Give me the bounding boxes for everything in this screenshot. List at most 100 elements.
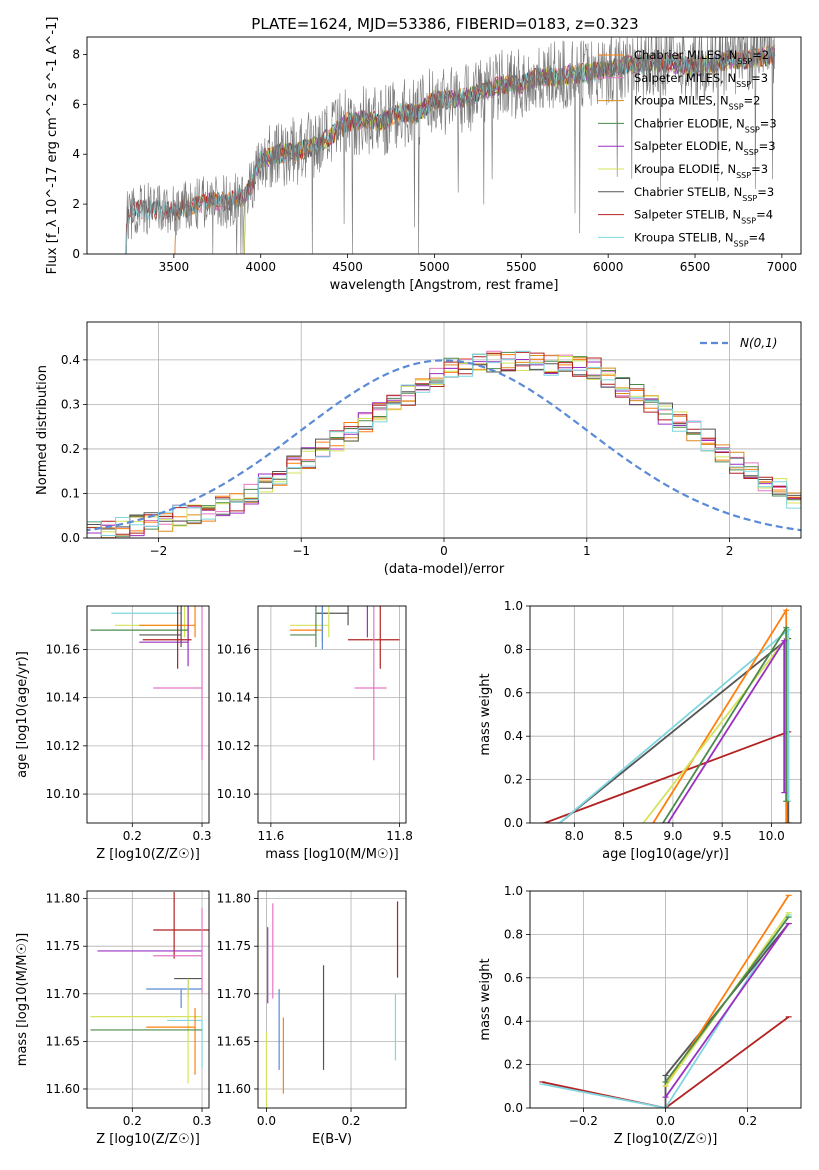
y-tick-label: 11.70 <box>217 987 251 1001</box>
x-tick-label: 6000 <box>593 260 624 274</box>
axes-frame <box>86 36 802 255</box>
x-axis-label: mass [log10(M/M☉)] <box>265 847 398 862</box>
legend-value: =2 <box>752 48 769 62</box>
y-tick-label: 10.14 <box>217 691 251 705</box>
y-axis-label: mass weight <box>478 673 493 755</box>
model-series-line <box>125 46 775 254</box>
x-tick-label: 0.3 <box>192 829 211 843</box>
x-tick-label: 11.6 <box>258 829 285 843</box>
legend-subscript: SSP <box>736 171 751 180</box>
errorbar-point <box>142 606 192 669</box>
x-tick-label: −0.2 <box>569 1114 598 1128</box>
legend-value: =3 <box>751 162 768 176</box>
y-tick-label: 10.10 <box>217 787 251 801</box>
y-tick-label: 0.6 <box>504 971 523 985</box>
y-tick-label: 0.8 <box>504 927 523 941</box>
plot-marks <box>90 891 209 1084</box>
y-tick-label: 10.12 <box>46 739 80 753</box>
residual-histogram <box>87 351 801 535</box>
y-tick-label: 11.80 <box>46 892 80 906</box>
y-tick-label: 11.75 <box>46 939 80 953</box>
age-vs-z-axes: 0.2 0.3 10.10 10.12 10.14 10.16 Z [log10(Z/Z☉)… <box>15 605 212 862</box>
y-axis-label: Flux [f_λ 10^-17 erg cm^-2 s^-1 A^-1] <box>45 17 60 275</box>
y-tick-label: 0.2 <box>504 773 523 787</box>
legend-value: =2 <box>744 94 761 108</box>
x-tick-label: 3500 <box>159 260 190 274</box>
plot-marks <box>290 606 400 761</box>
errorbar-point <box>153 606 203 761</box>
x-tick-label: 0 <box>440 544 448 558</box>
y-tick-label: 11.65 <box>46 1034 80 1048</box>
legend: Chabrier MILES, NSSP=2 Salpeter MILES, NS… <box>598 48 777 248</box>
y-tick-label: 11.65 <box>217 1034 251 1048</box>
x-tick-label: 4500 <box>332 260 363 274</box>
x-tick-label: 9.0 <box>663 829 682 843</box>
weight-series-line <box>542 914 790 1108</box>
mass-vs-z-axes: 0.2 0.3 11.60 11.65 11.70 11.75 11.80 Z [log10(… <box>15 890 212 1147</box>
x-axis-label: (data-model)/error <box>384 562 505 577</box>
residual-histogram <box>87 352 801 538</box>
weight-series-line <box>559 636 790 823</box>
legend-value: =3 <box>751 71 768 85</box>
errorbar-point <box>354 606 387 761</box>
errorbar-point <box>111 606 182 626</box>
y-tick-label: 11.60 <box>46 1082 80 1096</box>
weight-vs-age-axes: 8.0 8.5 9.0 9.5 10.0 0.0 0.2 0.4 0.6 0.8 1.0 age [l… <box>478 599 802 862</box>
y-tick-label: 1.0 <box>504 884 523 898</box>
x-axis-label: Z [log10(Z/Z☉)] <box>614 1132 718 1147</box>
x-tick-label: 5000 <box>419 260 450 274</box>
weight-series-line <box>559 627 790 823</box>
legend-entry: Salpeter MILES, NSSP=3 <box>634 71 768 89</box>
spectrum-axes: 3500 4000 4500 5000 5500 6000 6500 7000 0 2 4 6 8 wav… <box>45 17 802 293</box>
y-tick-label: 0.2 <box>504 1058 523 1072</box>
y-tick-label: 8 <box>72 47 80 61</box>
y-tick-label: 10.12 <box>217 739 251 753</box>
legend-subscript: SSP <box>742 193 757 202</box>
residual-histogram <box>87 354 801 537</box>
y-tick-label: 11.60 <box>217 1082 251 1096</box>
y-axis-label: mass [log10(M/M☉)] <box>15 933 30 1066</box>
axes-frame <box>529 890 802 1109</box>
plot-marks <box>90 606 203 761</box>
y-axis-label: Normed distribution <box>35 365 50 495</box>
gridlines <box>258 606 406 823</box>
legend-entry: N(0,1) <box>740 336 777 350</box>
errorbar-point <box>146 1008 196 1075</box>
x-tick-label: 0.2 <box>123 1114 142 1128</box>
legend-entry: Chabrier MILES, NSSP=2 <box>634 48 769 66</box>
y-tick-label: 1.0 <box>504 599 523 613</box>
y-tick-label: 0.0 <box>504 816 523 830</box>
errorbar-point <box>290 606 330 638</box>
errorbar-point <box>139 606 196 638</box>
y-tick-label: 0.6 <box>504 686 523 700</box>
legend-value: =3 <box>759 139 776 153</box>
legend-entry: Salpeter STELIB, NSSP=4 <box>634 208 773 226</box>
y-tick-label: 0 <box>72 247 80 261</box>
legend-subscript: SSP <box>736 79 751 88</box>
plot-marks <box>265 901 399 1108</box>
legend-entry: Kroupa ELODIE, NSSP=3 <box>634 162 768 180</box>
y-axis-label: age [log10(age/yr)] <box>15 651 30 778</box>
gridlines <box>530 605 801 824</box>
errorbar-point <box>153 891 209 959</box>
errorbar-point <box>290 606 317 647</box>
figure-title: PLATE=1624, MJD=53386, FIBERID=0183, z=0… <box>251 15 638 33</box>
legend-subscript: SSP <box>729 102 744 111</box>
residual-histogram <box>87 359 801 537</box>
weight-series-line <box>664 916 790 1083</box>
x-tick-label: 7000 <box>767 260 798 274</box>
legend-subscript: SSP <box>745 125 760 134</box>
gridlines <box>87 891 209 1108</box>
y-tick-label: 0.8 <box>504 642 523 656</box>
legend-entry: Kroupa STELIB, NSSP=4 <box>634 230 765 248</box>
x-tick-label: 11.8 <box>386 829 413 843</box>
legend-subscript: SSP <box>741 216 756 225</box>
residual-histogram <box>87 351 801 536</box>
legend-entry: Chabrier STELIB, NSSP=3 <box>634 185 774 203</box>
legend-subscript: SSP <box>737 57 752 66</box>
legend-entry: Salpeter ELODIE, NSSP=3 <box>634 139 776 157</box>
legend-value: =3 <box>757 185 774 199</box>
y-tick-label: 11.70 <box>46 987 80 1001</box>
x-tick-label: 8.0 <box>565 829 584 843</box>
